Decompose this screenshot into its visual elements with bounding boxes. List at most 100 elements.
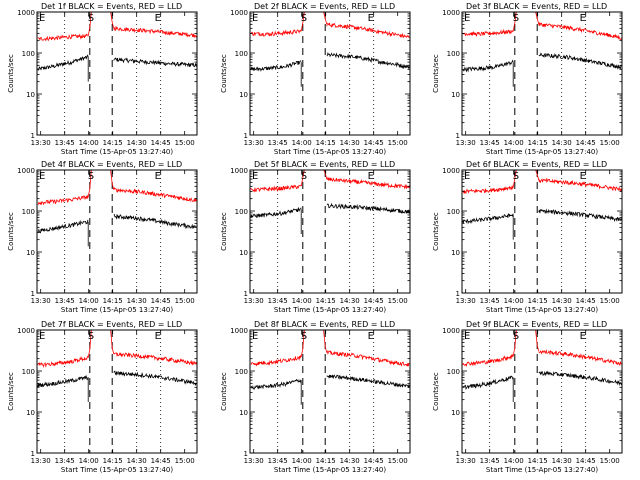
y-tick-label: 100: [447, 368, 460, 376]
x-tick-label: 14:45: [151, 297, 171, 305]
lld-fall: [535, 169, 540, 181]
lld-rise: [300, 11, 305, 32]
y-tick-label: 1000: [17, 327, 35, 335]
marker-label-e-end: E: [155, 331, 161, 342]
x-tick-label: 14:30: [552, 457, 572, 465]
x-tick-label: 14:30: [340, 297, 360, 305]
x-tick-label: 14:00: [79, 297, 99, 305]
marker-label-s: S: [88, 171, 94, 182]
y-tick-label: 100: [22, 50, 35, 58]
lld-rise: [512, 11, 517, 32]
x-tick-label: 14:45: [364, 139, 384, 147]
x-tick-label: 14:45: [576, 139, 596, 147]
chart-title: Det 7f BLACK = Events, RED = LLD: [41, 320, 182, 329]
x-tick-label: 15:00: [600, 297, 620, 305]
x-axis-label: Start Time (15-Apr-05 13:27:40): [486, 148, 598, 156]
marker-label-e-end: E: [580, 171, 586, 182]
chart-title: Det 2f BLACK = Events, RED = LLD: [254, 2, 395, 11]
series-line-events-pre: [250, 206, 302, 218]
chart-panel-9: Det 9f BLACK = Events, RED = LLD 1 10 100 10…: [432, 320, 623, 474]
marker-label-s: S: [513, 331, 519, 342]
y-tick-label: 1000: [230, 9, 248, 17]
series-line-lld-post: [113, 25, 198, 39]
series-line-lld-pre: [250, 184, 302, 193]
series-line-events-post: [538, 52, 623, 70]
marker-label-e-end: E: [580, 331, 586, 342]
y-tick-label: 100: [235, 368, 248, 376]
y-axis-label: Counts/sec: [220, 372, 228, 411]
marker-label-s: S: [301, 13, 307, 24]
series-line-events-pre: [250, 378, 302, 390]
x-tick-label: 15:00: [600, 457, 620, 465]
y-tick-label: 1: [456, 132, 460, 140]
marker-label-e-start: E: [252, 13, 258, 24]
y-tick-label: 1000: [230, 327, 248, 335]
x-tick-label: 13:45: [480, 297, 500, 305]
x-tick-label: 14:30: [127, 139, 147, 147]
marker-label-e-start: E: [252, 331, 258, 342]
y-tick-label: 1000: [17, 167, 35, 175]
chart-panel-6: Det 6f BLACK = Events, RED = LLD 1 10 100 10…: [432, 160, 623, 314]
x-tick-label: 15:00: [175, 457, 195, 465]
lld-fall: [110, 329, 115, 355]
y-tick-label: 1: [244, 450, 248, 458]
marker-label-e-end: E: [368, 331, 374, 342]
y-axis-label: Counts/sec: [7, 212, 15, 251]
chart-panel-3: Det 3f BLACK = Events, RED = LLD 1 10 100 10…: [432, 2, 623, 156]
lld-rise: [512, 169, 517, 188]
plot-frame: [249, 169, 411, 294]
x-tick-label: 14:30: [552, 297, 572, 305]
chart-title: Det 8f BLACK = Events, RED = LLD: [254, 320, 395, 329]
x-tick-label: 15:00: [175, 297, 195, 305]
series-line-lld-post: [326, 22, 411, 39]
x-tick-label: 14:45: [364, 457, 384, 465]
x-tick-label: 14:00: [292, 139, 312, 147]
marker-label-s: S: [88, 13, 94, 24]
chart-panel-5: Det 5f BLACK = Events, RED = LLD 1 10 100 10…: [220, 160, 411, 314]
y-axis-label: Counts/sec: [7, 372, 15, 411]
marker-label-e-start: E: [39, 331, 45, 342]
series-line-lld-post: [538, 349, 623, 366]
marker-label-e-start: E: [464, 13, 470, 24]
y-tick-label: 10: [451, 249, 460, 257]
y-tick-label: 10: [451, 409, 460, 417]
x-tick-label: 14:15: [103, 297, 123, 305]
chart-title: Det 4f BLACK = Events, RED = LLD: [41, 160, 182, 169]
y-tick-label: 100: [22, 208, 35, 216]
chart-title: Det 3f BLACK = Events, RED = LLD: [466, 2, 607, 11]
x-tick-label: 13:45: [55, 297, 75, 305]
x-tick-label: 14:15: [528, 297, 548, 305]
marker-label-e-end: E: [155, 171, 161, 182]
marker-label-s: S: [513, 13, 519, 24]
x-tick-label: 14:30: [127, 297, 147, 305]
x-axis-label: Start Time (15-Apr-05 13:27:40): [486, 306, 598, 314]
lld-rise: [87, 11, 92, 37]
series-line-lld-post: [538, 22, 623, 40]
chart-title: Det 5f BLACK = Events, RED = LLD: [254, 160, 395, 169]
x-tick-label: 14:00: [79, 457, 99, 465]
series-line-events-post: [538, 208, 623, 222]
y-tick-label: 10: [239, 409, 248, 417]
lld-fall: [110, 11, 115, 29]
series-line-events-pre: [37, 54, 89, 72]
x-axis-label: Start Time (15-Apr-05 13:27:40): [61, 148, 173, 156]
x-tick-label: 14:15: [103, 457, 123, 465]
lld-fall: [535, 11, 540, 25]
series-line-lld-pre: [37, 33, 89, 42]
plot-frame: [249, 11, 411, 136]
x-tick-label: 14:15: [316, 139, 336, 147]
series-line-lld-pre: [37, 355, 89, 368]
x-tick-label: 14:00: [292, 297, 312, 305]
x-tick-label: 14:45: [151, 457, 171, 465]
x-tick-label: 14:00: [504, 297, 524, 305]
marker-label-s: S: [301, 331, 307, 342]
x-tick-label: 14:15: [528, 139, 548, 147]
series-line-events-post: [113, 57, 198, 68]
x-tick-label: 13:30: [31, 139, 51, 147]
x-tick-label: 14:30: [340, 457, 360, 465]
marker-label-s: S: [513, 171, 519, 182]
x-axis-label: Start Time (15-Apr-05 13:27:40): [274, 466, 386, 474]
x-tick-label: 14:00: [504, 457, 524, 465]
lld-rise: [300, 329, 305, 358]
